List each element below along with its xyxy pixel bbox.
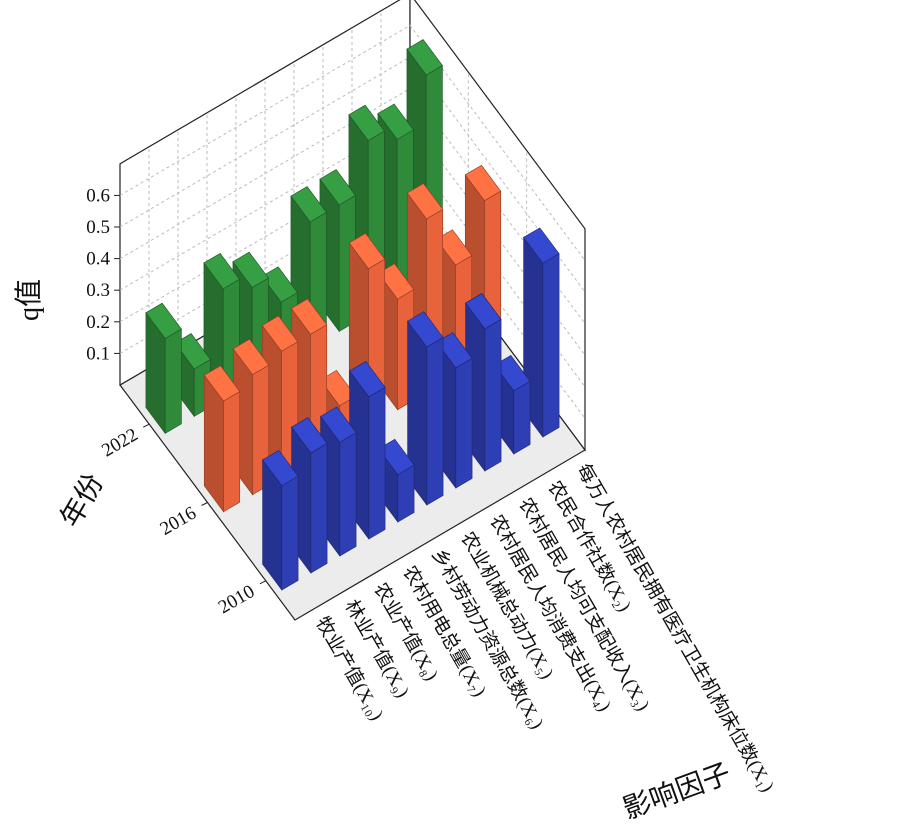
bar-top-face [290,186,327,223]
bar-top-face [262,449,299,487]
grid-line [119,24,586,261]
z-tick-label: 0.3 [86,280,110,301]
bar [203,365,241,513]
y-tick-label: 2010 [215,581,258,618]
bar-top-face [232,251,269,288]
z-tick-label: 0.6 [86,185,110,206]
z-tick-label: 0.1 [86,343,110,364]
bar-front-face [339,432,357,557]
bar-top-face [406,183,444,220]
bar-front-face [310,442,328,574]
bar [262,449,299,591]
bar-front-face [164,328,182,434]
bar-top-face [232,338,270,375]
y-tick [142,423,150,428]
bar-top-face [465,293,502,330]
bar-front-face [223,391,241,513]
bar-top-face [348,104,385,141]
bar-front-face [542,253,560,438]
bar-top-face [290,298,328,335]
bar-top-face [464,164,502,202]
bar-top-face [203,365,241,402]
bar-top-face [406,39,443,76]
bar-top-face [145,302,182,339]
bar-front-face [426,336,444,506]
z-tick-label: 0.5 [86,217,110,238]
bar-top-face [320,406,357,443]
bar-top-face [523,227,560,264]
y-tick-label: 2016 [157,503,200,540]
z-tick-label: 0.4 [86,249,110,270]
z-axis-title: q值 [13,279,45,321]
bar-top-face [349,361,386,398]
bar-top-face [291,417,328,454]
bar-front-face [513,380,531,455]
x-axis-title: 影响因子 [619,757,735,825]
bar-top-face [261,315,299,352]
bar-front-face [455,357,473,489]
bar-front-face [397,464,415,523]
bar-front-face [281,475,299,591]
bar-top-face [377,103,414,140]
bar-top-face [319,169,356,206]
y-tick [201,502,208,506]
z-tick-label: 0.2 [86,312,110,333]
bar [145,302,182,435]
bar-top-face [348,232,386,270]
bar-front-face [368,386,386,540]
bar [407,311,444,506]
y-axis-title: 年份 [54,468,110,533]
bar-front-face [484,318,502,472]
y-tick-label: 2022 [98,424,141,461]
bar-top-face [203,252,240,290]
y-tick [259,580,267,585]
bar-top-face [407,311,444,348]
